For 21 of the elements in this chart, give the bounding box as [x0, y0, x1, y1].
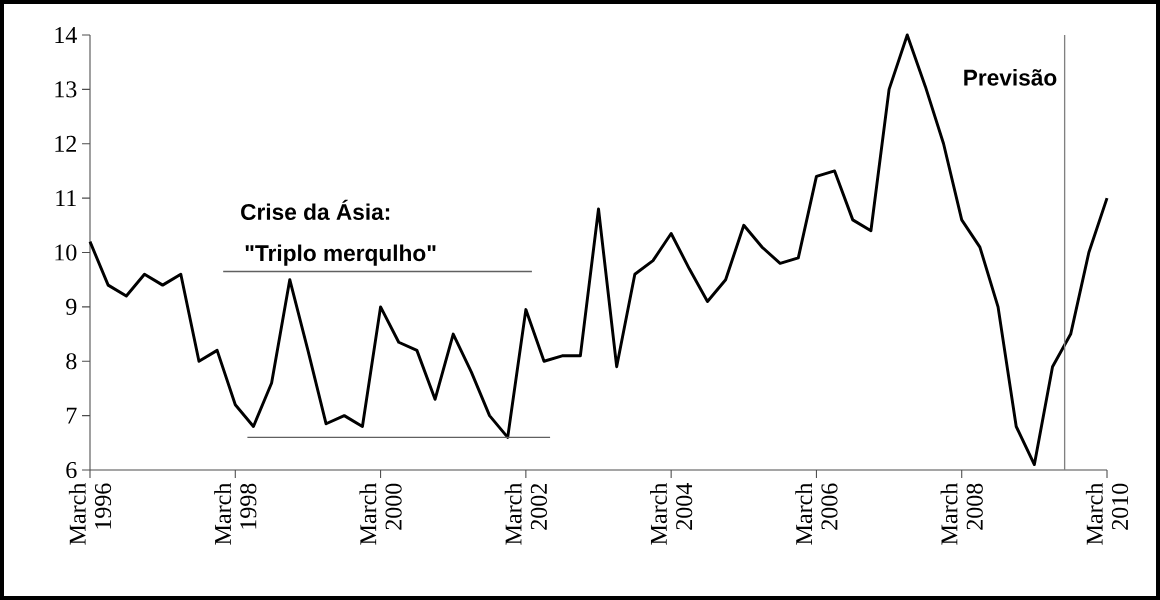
y-tick-label: 11 [56, 190, 76, 207]
x-tick-label: March 2010 [1085, 483, 1129, 545]
y-tick-label: 9 [66, 298, 77, 315]
line-series [88, 33, 1109, 467]
x-tick-label: March 1998 [214, 483, 257, 545]
x-tick-label: March 2004 [650, 483, 693, 545]
y-tick-label: 14 [55, 27, 77, 43]
y-tick-label: 8 [66, 353, 77, 370]
y-tick-label: 10 [55, 244, 77, 261]
y-tick-label: 6 [66, 461, 77, 479]
y-tick-label: 7 [66, 407, 77, 424]
x-tick-label: March 2000 [359, 483, 402, 545]
y-tick-label: 13 [55, 81, 77, 98]
x-tick-label: March 2008 [940, 483, 983, 545]
x-tick-label: March 2002 [504, 483, 547, 545]
ref-line-label: Previsão [964, 69, 1057, 86]
x-tick-label: March 1996 [68, 483, 112, 545]
y-tick-label: 12 [55, 135, 76, 152]
annotation: "Triplo merqulho" [245, 244, 436, 266]
annotation: Crise da Ásia: [241, 199, 390, 221]
x-tick-label: March 2006 [795, 483, 838, 545]
